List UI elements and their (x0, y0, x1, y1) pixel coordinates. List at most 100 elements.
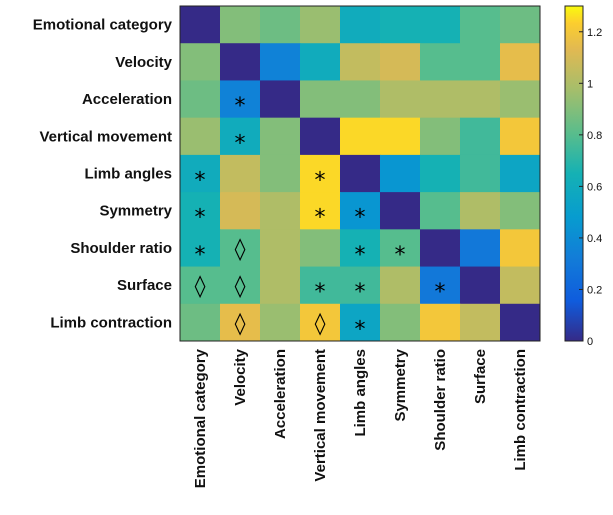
row-label-limb-contraction: Limb contraction (50, 314, 172, 331)
colorbar-tick-label: 0 (587, 336, 593, 348)
asterisk-marker: * (355, 243, 366, 268)
heatmap-cell-vertical-movement-velocity (220, 117, 261, 156)
asterisk-marker: * (235, 94, 246, 119)
heatmap-cell-velocity-shoulder-ratio (420, 43, 461, 81)
heatmap-cell-vertical-movement-limb-contraction (500, 117, 541, 156)
heatmap-cell-limb-contraction-acceleration (260, 303, 301, 342)
row-label-surface: Surface (117, 277, 172, 294)
heatmap-cell-symmetry-symmetry (380, 192, 421, 230)
heatmap-cell-emotional-category-surface (460, 6, 501, 44)
heatmap-cell-acceleration-shoulder-ratio (420, 80, 461, 119)
heatmap-cell-acceleration-surface (460, 80, 501, 119)
heatmap-cell-vertical-movement-symmetry (380, 117, 421, 156)
colorbar-tick-label: 1 (587, 78, 593, 90)
row-label-emotional-category: Emotional category (33, 17, 173, 34)
row-label-acceleration: Acceleration (82, 91, 172, 108)
heatmap-cell-velocity-emotional-category (180, 43, 221, 81)
heatmap-cell-shoulder-ratio-surface (460, 229, 501, 268)
diamond-marker: ◊ (235, 237, 246, 262)
heatmap-cell-emotional-category-limb-angles (340, 6, 381, 44)
heatmap-cell-velocity-acceleration (260, 43, 301, 81)
plot-frame (179, 5, 541, 342)
colorbar-tick-label: 0.8 (587, 130, 602, 142)
column-label-vertical-movement: Vertical movement (312, 349, 329, 482)
heatmap-cell-shoulder-ratio-symmetry (380, 229, 421, 268)
heatmap-cell-surface-shoulder-ratio (420, 266, 461, 305)
asterisk-marker: * (435, 280, 446, 305)
heatmap-cell-symmetry-limb-angles (340, 192, 381, 230)
heatmap-cell-velocity-symmetry (380, 43, 421, 81)
heatmap-cell-surface-emotional-category (180, 266, 221, 305)
heatmap-cell-symmetry-velocity (220, 192, 261, 230)
asterisk-marker: * (355, 280, 366, 305)
heatmap-cell-surface-symmetry (380, 266, 421, 305)
column-label-acceleration: Acceleration (272, 349, 289, 439)
heatmap-cell-symmetry-limb-contraction (500, 192, 541, 230)
heatmap-cell-shoulder-ratio-emotional-category (180, 229, 221, 268)
heatmap-cell-emotional-category-shoulder-ratio (420, 6, 461, 44)
heatmap-cell-emotional-category-vertical-movement (300, 6, 341, 44)
heatmap-cell-vertical-movement-limb-angles (340, 117, 381, 156)
column-label-limb-angles: Limb angles (352, 349, 369, 437)
heatmap-cell-surface-limb-contraction (500, 266, 541, 305)
heatmap-cell-limb-angles-limb-contraction (500, 154, 541, 193)
asterisk-marker: * (315, 206, 326, 231)
asterisk-marker: * (395, 243, 406, 268)
heatmap-cell-shoulder-ratio-limb-angles (340, 229, 381, 268)
asterisk-marker: * (315, 280, 326, 305)
column-label-symmetry: Symmetry (392, 348, 409, 421)
heatmap-cell-limb-contraction-limb-angles (340, 303, 381, 342)
heatmap-cell-acceleration-emotional-category (180, 80, 221, 119)
heatmap-cell-surface-vertical-movement (300, 266, 341, 305)
heatmap-cell-acceleration-limb-contraction (500, 80, 541, 119)
heatmap-cell-limb-contraction-surface (460, 303, 501, 342)
heatmap-cell-limb-contraction-velocity (220, 303, 261, 342)
asterisk-marker: * (195, 169, 206, 194)
heatmap-cell-acceleration-vertical-movement (300, 80, 341, 119)
diamond-marker: ◊ (315, 311, 326, 336)
heatmap-cell-acceleration-acceleration (260, 80, 301, 119)
heatmap-cell-shoulder-ratio-velocity (220, 229, 261, 268)
colorbar-tick-label: 0.4 (587, 233, 602, 245)
heatmap-cell-vertical-movement-surface (460, 117, 501, 156)
heatmap-cell-limb-angles-symmetry (380, 154, 421, 193)
asterisk-marker: * (195, 243, 206, 268)
heatmap-cell-vertical-movement-vertical-movement (300, 117, 341, 156)
heatmap-cell-emotional-category-emotional-category (180, 6, 221, 44)
row-label-shoulder-ratio: Shoulder ratio (70, 240, 172, 257)
significance-markers: * * * * * * * * ◊ * * ◊ ◊ * * * ◊ ◊ * (195, 94, 446, 342)
heatmap-cell-emotional-category-velocity (220, 6, 261, 44)
heatmap-cell-velocity-limb-contraction (500, 43, 541, 81)
heatmap-cell-symmetry-emotional-category (180, 192, 221, 230)
asterisk-marker: * (355, 317, 366, 342)
heatmap-cell-limb-angles-shoulder-ratio (420, 154, 461, 193)
row-label-symmetry: Symmetry (99, 203, 172, 220)
heatmap-cell-velocity-surface (460, 43, 501, 81)
asterisk-marker: * (235, 131, 246, 156)
heatmap-cell-symmetry-shoulder-ratio (420, 192, 461, 230)
heatmap-cell-limb-contraction-shoulder-ratio (420, 303, 461, 342)
heatmap-cell-limb-angles-acceleration (260, 154, 301, 193)
heatmap-cell-shoulder-ratio-shoulder-ratio (420, 229, 461, 268)
heatmap-cell-surface-surface (460, 266, 501, 305)
heatmap-cell-limb-angles-limb-angles (340, 154, 381, 193)
column-labels: Emotional category Velocity Acceleration Ve… (192, 348, 529, 488)
colorbar-tick-label: 1.2 (587, 27, 602, 39)
heatmap-cell-limb-contraction-vertical-movement (300, 303, 341, 342)
heatmap-cell-surface-acceleration (260, 266, 301, 305)
heatmap-cell-vertical-movement-acceleration (260, 117, 301, 156)
row-label-velocity: Velocity (115, 54, 172, 71)
heatmap-cell-acceleration-velocity (220, 80, 261, 119)
row-label-vertical-movement: Vertical movement (39, 128, 172, 145)
heatmap-cell-limb-angles-vertical-movement (300, 154, 341, 193)
asterisk-marker: * (355, 206, 366, 231)
column-label-surface: Surface (472, 349, 489, 404)
heatmap-cell-acceleration-limb-angles (340, 80, 381, 119)
heatmap-cell-shoulder-ratio-vertical-movement (300, 229, 341, 268)
heatmap-cell-emotional-category-limb-contraction (500, 6, 541, 44)
heatmap-cell-limb-contraction-limb-contraction (500, 303, 541, 342)
heatmap-cell-symmetry-acceleration (260, 192, 301, 230)
column-label-emotional-category: Emotional category (192, 348, 209, 488)
colorbar-gradient (564, 5, 584, 342)
